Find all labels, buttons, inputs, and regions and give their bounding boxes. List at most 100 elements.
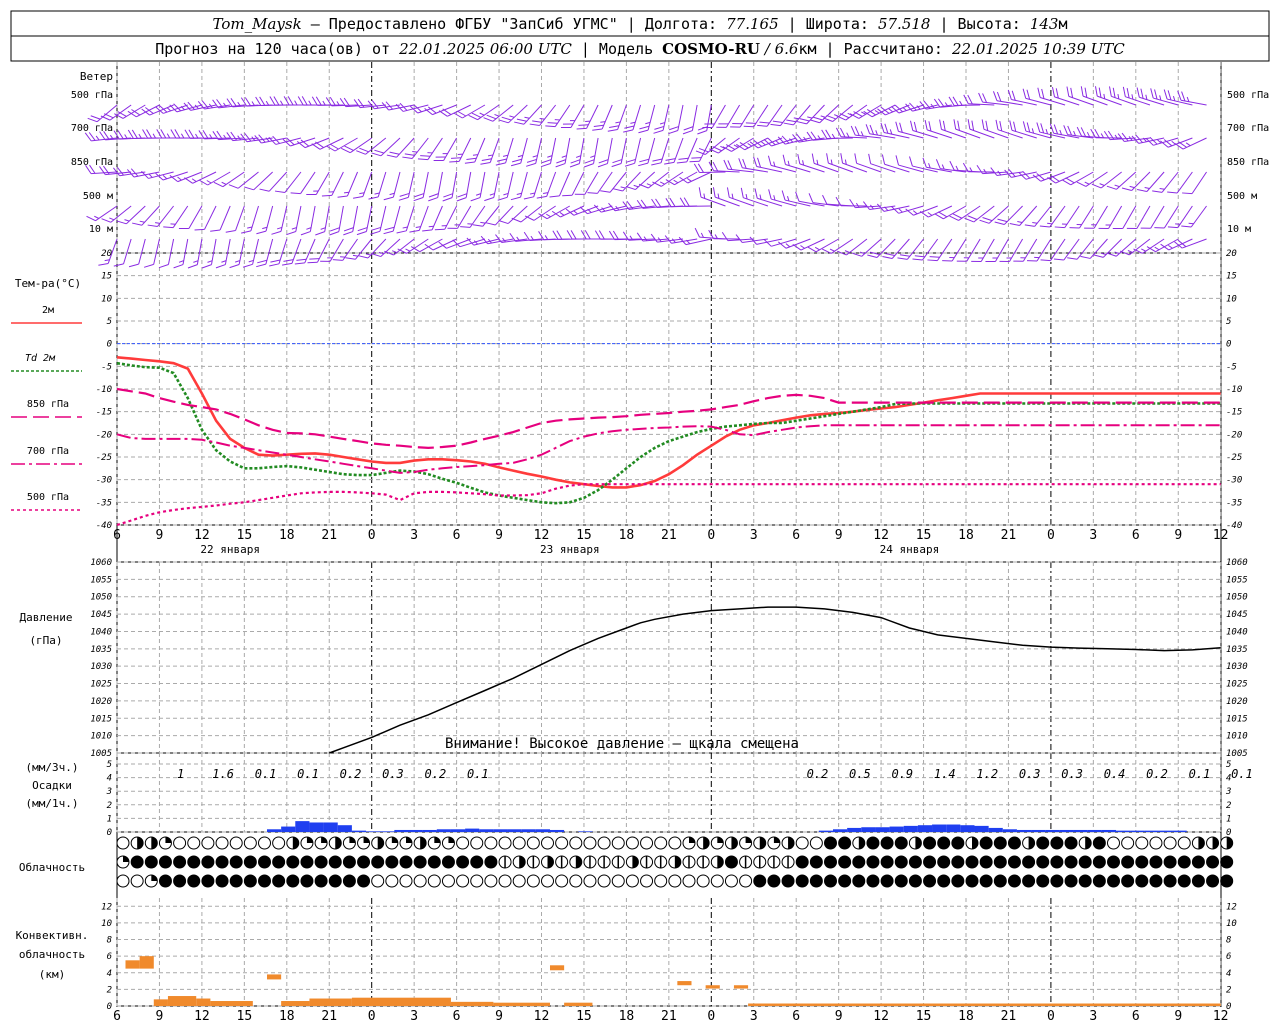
wind-barb <box>1009 120 1037 139</box>
cloud-symbol <box>710 855 724 869</box>
cloud-symbol <box>258 855 271 869</box>
precip-3h-label: 0.3 <box>1061 767 1083 781</box>
cloud-symbol <box>427 855 441 869</box>
wind-barb <box>574 171 599 195</box>
x-tick-label: 6 <box>1132 528 1140 543</box>
cloud-symbol <box>1163 874 1177 888</box>
cloud-symbol <box>144 836 158 850</box>
conv-y-tick: 2 <box>1226 985 1231 995</box>
x-tick-label: 9 <box>835 528 843 543</box>
wind-barb <box>956 238 981 262</box>
temp-y-tick: 20 <box>1226 249 1237 259</box>
cloud-symbol <box>824 836 837 850</box>
cloud-symbol <box>1206 855 1220 869</box>
cloud-symbol <box>1191 855 1205 869</box>
wind-barb <box>442 171 458 202</box>
cloud-symbol <box>937 836 951 850</box>
cloud-symbol <box>880 874 894 888</box>
wind-barb <box>653 104 670 134</box>
precip-bar <box>394 829 409 832</box>
wind-barb <box>371 137 401 157</box>
wind-barb <box>147 205 174 227</box>
wind-barb <box>169 171 203 183</box>
conv-title-1: Конвективн. <box>16 929 89 942</box>
x-tick-label: 18 <box>279 528 295 543</box>
x-tick-label: 18 <box>958 528 974 543</box>
cloud-symbol <box>1149 855 1163 869</box>
precip-bar <box>578 831 593 832</box>
wind-barb <box>1121 171 1151 191</box>
precip-bar <box>988 827 1003 832</box>
cloud-symbol <box>371 836 385 850</box>
grid-lines <box>116 62 1222 1007</box>
wind-barb <box>1037 87 1066 106</box>
cloud-symbol <box>1036 874 1050 888</box>
wind-barb <box>782 154 811 173</box>
cloud-symbol <box>753 874 767 888</box>
wind-barb <box>895 155 924 173</box>
wind-barb <box>290 171 316 195</box>
x-tick-label: 21 <box>1001 528 1017 543</box>
cloud-symbol <box>399 874 413 888</box>
temp-series-0 <box>116 356 1221 489</box>
cloud-symbol <box>470 874 484 888</box>
cloud-symbol <box>1064 874 1078 888</box>
cloud-symbol <box>611 836 625 850</box>
conv-bar <box>748 1003 1221 1006</box>
cloud-symbol <box>795 874 809 888</box>
pressure-y-tick: 1030 <box>90 662 112 672</box>
wind-barb <box>781 190 811 207</box>
conv-y-tick: 8 <box>1226 936 1231 946</box>
wind-barb <box>1152 171 1179 193</box>
cloud-symbol <box>413 836 427 850</box>
cloud-symbol <box>173 836 187 850</box>
wind-barb <box>1167 171 1193 194</box>
header-line-1: Tom_Maysk – Предоставлено ФГБУ "ЗапСиб У… <box>213 15 1068 33</box>
wind-barb <box>1067 238 1094 260</box>
wind-barb <box>905 205 938 216</box>
cloud-symbol <box>923 874 937 888</box>
wind-barb <box>259 171 288 192</box>
precip-unit-3h: (мм/3ч.) <box>26 761 79 774</box>
wind-barb <box>579 205 613 215</box>
wind-barb <box>976 164 1009 175</box>
cloud-symbol <box>272 855 286 869</box>
cloud-symbol <box>1163 836 1177 850</box>
wind-barb <box>1013 238 1038 262</box>
x-tick-label: 0 <box>1047 1009 1055 1024</box>
x-tick-label: 15 <box>576 528 592 543</box>
temperature-lines <box>116 356 1221 527</box>
altitude-value: 143 <box>1030 15 1059 33</box>
wind-level-10m-right: 10 м <box>1227 224 1251 235</box>
precip-bar <box>380 831 395 832</box>
legend-label: 700 гПа <box>27 446 69 457</box>
wind-level-10m: 10 м <box>89 224 113 235</box>
cloud-symbol <box>555 874 569 888</box>
cloud-symbol <box>130 836 144 850</box>
cloud-symbol <box>640 836 654 850</box>
cloud-symbol <box>187 874 201 888</box>
cloud-symbol <box>314 855 328 869</box>
wind-barb <box>341 137 372 154</box>
wind-barb <box>256 205 274 235</box>
wind-barb <box>433 137 458 162</box>
cloud-symbol <box>1121 836 1135 850</box>
temp-y-tick: -40 <box>1226 521 1242 531</box>
precip-bar <box>889 826 904 832</box>
precip-bar <box>549 829 565 832</box>
precip-bar <box>436 829 451 832</box>
wind-barb <box>625 171 656 191</box>
wind-barb <box>483 104 514 122</box>
wind-barb <box>409 205 429 233</box>
cloud-symbol <box>781 874 795 888</box>
wind-barb <box>498 104 528 124</box>
wind-barb <box>1039 205 1066 228</box>
wind-barb <box>1093 238 1123 258</box>
temp-y-tick: 10 <box>1226 294 1237 304</box>
cloud-symbol <box>611 855 625 869</box>
wind-barb <box>132 205 160 226</box>
wind-barb <box>383 205 401 235</box>
cloud-symbol <box>894 836 908 850</box>
cloud-symbol <box>229 874 243 888</box>
temp-y-tick: 20 <box>101 249 112 259</box>
